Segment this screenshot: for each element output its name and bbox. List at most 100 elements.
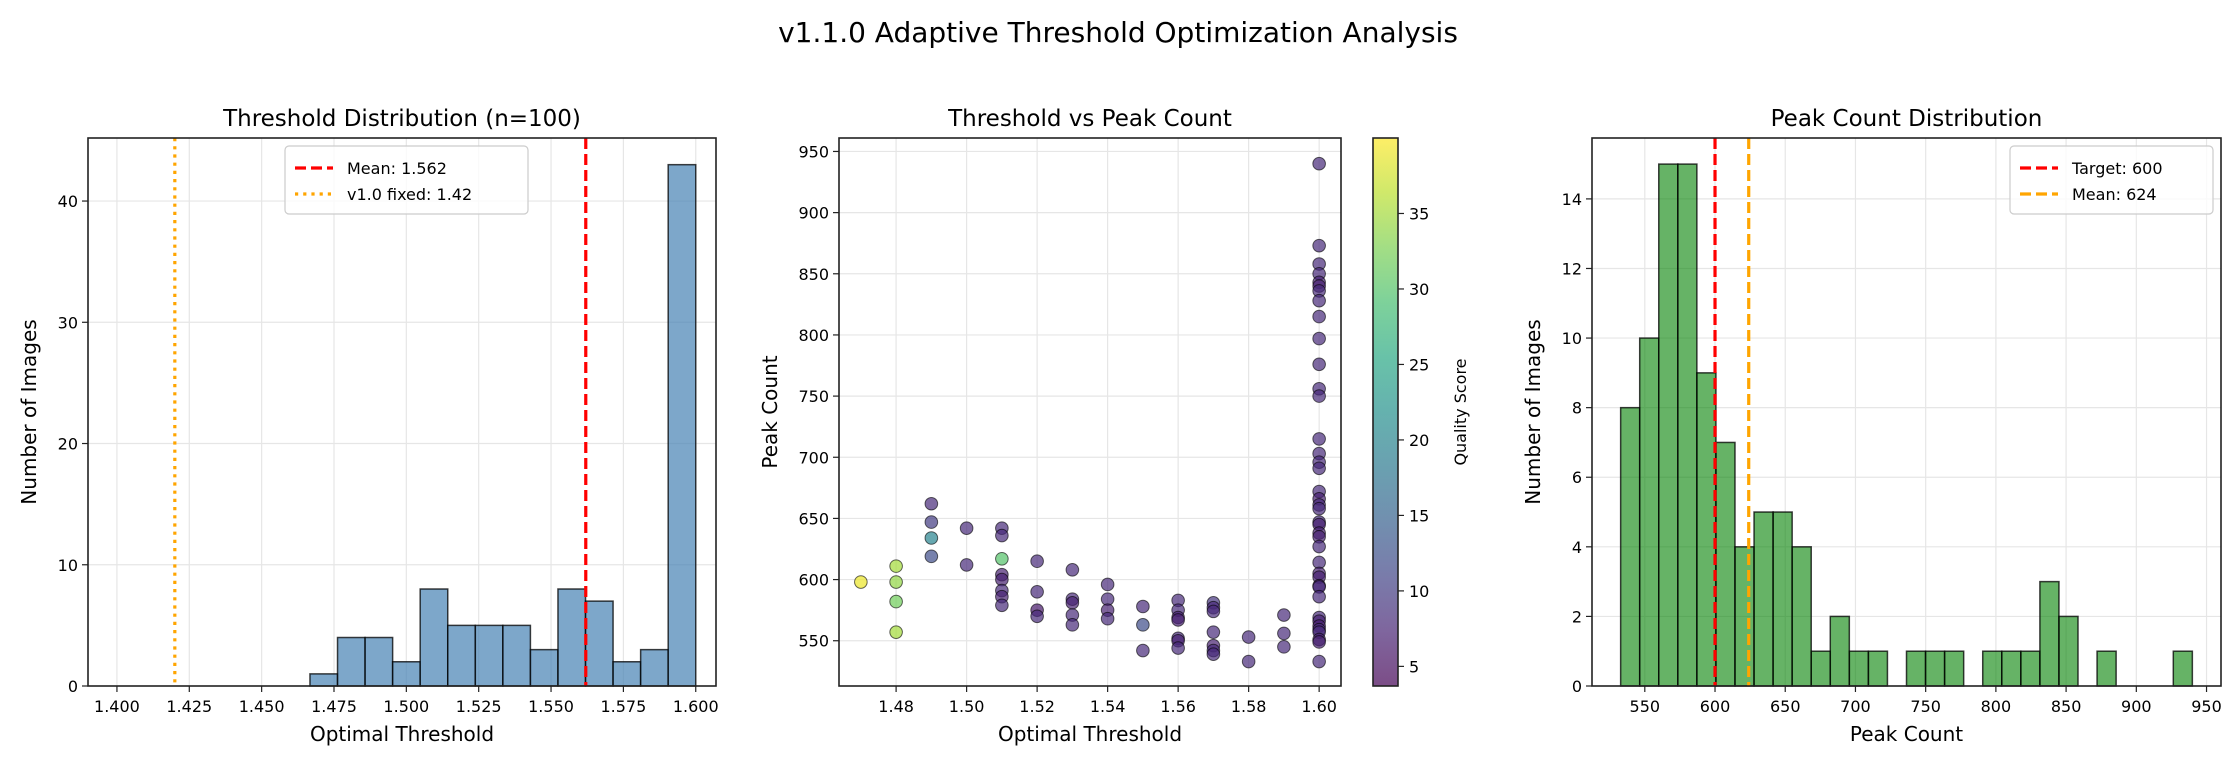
histogram-bar — [1905, 650, 1927, 687]
subplot-3: Target: 600 Mean: 624 550 600 650 700 750 800 85… — [1521, 106, 2222, 746]
histogram-bar — [2020, 650, 2041, 687]
y-tick-label: 550 — [798, 632, 829, 651]
histogram-bar — [639, 648, 669, 687]
subplot-title: Threshold Distribution (n=100) — [222, 106, 581, 132]
x-axis-label: Optimal Threshold — [998, 722, 1182, 746]
x-tick-label: 1.525 — [456, 697, 502, 716]
scatter-point — [959, 521, 974, 536]
axes-frame — [87, 137, 717, 687]
y-tick-label: 8 — [1572, 399, 1582, 418]
histogram-bar — [309, 673, 339, 687]
x-tick-label: 600 — [1700, 697, 1731, 716]
y-axis-label: Number of Images — [1521, 319, 1545, 504]
scatter-point — [1206, 647, 1221, 661]
colorbar-tick-label: 10 — [1409, 582, 1429, 601]
x-tick-label: 1.50 — [949, 697, 985, 716]
y-tick-label: 10 — [1562, 329, 1582, 348]
y-tick-label: 0 — [1572, 677, 1582, 696]
histogram-bar — [1810, 650, 1832, 687]
subplot-1: Mean: 1.562 v1.0 fixed: 1.42 1.400 1.425 1.4… — [17, 106, 719, 746]
scatter-point — [1312, 654, 1326, 669]
scatter-point — [1312, 589, 1326, 604]
subplot-title: Threshold vs Peak Count — [947, 106, 1232, 132]
scatter-point — [1136, 618, 1150, 632]
y-tick-label: 650 — [798, 509, 829, 528]
histogram-bar — [1638, 337, 1660, 687]
histogram-bar — [1619, 406, 1641, 687]
histogram-bar — [1772, 511, 1793, 687]
histogram-bar — [1677, 163, 1698, 687]
histogram-bar — [2058, 615, 2079, 687]
scatter-point — [1171, 641, 1185, 655]
y-axis-label: Peak Count — [758, 355, 782, 468]
histogram-bar — [1753, 511, 1774, 687]
histogram-bar — [446, 624, 477, 687]
y-tick-label: 950 — [798, 142, 829, 161]
x-tick-label: 1.500 — [383, 697, 429, 716]
colorbar-tick-label: 15 — [1409, 506, 1429, 525]
scatter-point — [1065, 562, 1080, 577]
figure-suptitle: v1.1.0 Adaptive Threshold Optimization A… — [778, 16, 1458, 49]
colorbar-tick-label: 5 — [1409, 657, 1419, 676]
x-tick-label: 1.56 — [1160, 697, 1196, 716]
colorbar-bar — [1372, 137, 1399, 687]
scatter-point — [1241, 630, 1256, 644]
x-tick-label: 950 — [2191, 697, 2222, 716]
y-tick-label: 6 — [1572, 468, 1582, 487]
y-tick-label: 14 — [1562, 190, 1582, 209]
histogram-bar — [474, 624, 504, 687]
x-tick-label: 550 — [1630, 697, 1661, 716]
scatter-point — [1312, 635, 1326, 649]
axes-frame — [1591, 137, 2222, 687]
histogram-bar — [1867, 650, 1889, 687]
scatter-point — [1136, 643, 1150, 658]
scatter-point — [1312, 331, 1326, 346]
scatter-point — [889, 594, 903, 609]
histogram-bar — [2001, 650, 2022, 687]
scatter-point — [924, 496, 939, 511]
legend: Target: 600 Mean: 624 — [2009, 145, 2214, 215]
y-tick-label: 750 — [798, 387, 829, 406]
scatter-point — [889, 625, 903, 639]
scatter-point — [1277, 626, 1291, 641]
legend-label: Target: 600 — [2071, 159, 2163, 178]
legend-label: v1.0 fixed: 1.42 — [347, 185, 472, 204]
histogram-bar — [1848, 650, 1870, 687]
scatter-point — [1171, 613, 1185, 627]
legend-box — [2009, 145, 2214, 215]
scatter-point — [1312, 293, 1326, 308]
y-tick-label: 20 — [58, 435, 78, 454]
histogram-bar — [612, 661, 642, 687]
histogram-bar — [2039, 580, 2060, 687]
x-tick-label: 1.575 — [600, 697, 646, 716]
scatter-point — [1312, 501, 1326, 516]
y-tick-label: 4 — [1572, 538, 1582, 557]
histogram-bar — [391, 661, 421, 687]
histogram-bar — [1829, 615, 1851, 687]
scatter-point — [1312, 461, 1326, 476]
scatter-point — [1312, 156, 1326, 171]
scatter-point — [1312, 238, 1326, 253]
legend-label: Mean: 624 — [2072, 185, 2157, 204]
y-tick-label: 700 — [798, 448, 829, 467]
scatter-point — [854, 575, 868, 589]
scatter-point — [1312, 539, 1326, 554]
histogram-bar — [557, 588, 587, 687]
scatter-point — [995, 551, 1009, 566]
x-tick-label: 850 — [2051, 697, 2082, 716]
y-tick-label: 12 — [1562, 259, 1582, 278]
colorbar-tick-label: 25 — [1409, 355, 1429, 374]
x-axis-label: Peak Count — [1850, 722, 1963, 746]
x-tick-label: 1.54 — [1090, 697, 1126, 716]
y-tick-label: 800 — [798, 326, 829, 345]
scatter-point — [1136, 599, 1150, 614]
y-tick-label: 40 — [58, 192, 78, 211]
x-tick-label: 1.475 — [311, 697, 357, 716]
scatter-point — [1030, 554, 1044, 569]
scatter-point — [1312, 357, 1326, 372]
x-tick-label: 1.550 — [528, 697, 574, 716]
y-tick-label: 0 — [68, 677, 78, 696]
histogram-bar — [529, 648, 559, 687]
x-tick-label: 1.52 — [1019, 697, 1055, 716]
histogram-bar — [2096, 650, 2117, 687]
